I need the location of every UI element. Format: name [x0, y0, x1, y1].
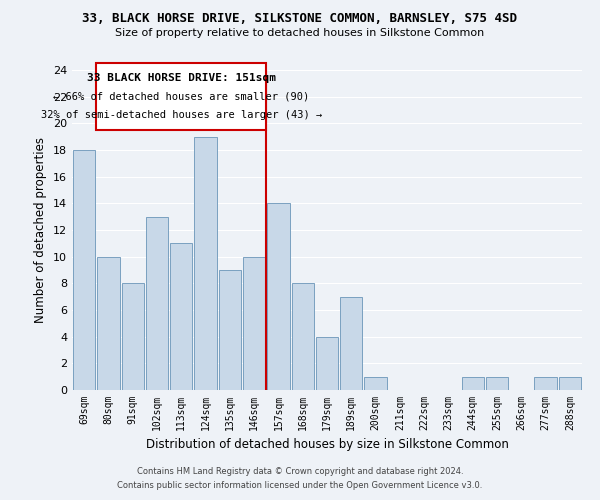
Bar — [243, 256, 265, 390]
Bar — [486, 376, 508, 390]
Bar — [194, 136, 217, 390]
Text: Size of property relative to detached houses in Silkstone Common: Size of property relative to detached ho… — [115, 28, 485, 38]
Text: Contains public sector information licensed under the Open Government Licence v3: Contains public sector information licen… — [118, 481, 482, 490]
X-axis label: Distribution of detached houses by size in Silkstone Common: Distribution of detached houses by size … — [146, 438, 508, 452]
Bar — [218, 270, 241, 390]
Bar — [97, 256, 119, 390]
Bar — [292, 284, 314, 390]
FancyBboxPatch shape — [96, 64, 266, 130]
Bar — [340, 296, 362, 390]
Text: ← 66% of detached houses are smaller (90): ← 66% of detached houses are smaller (90… — [53, 92, 310, 102]
Text: 33 BLACK HORSE DRIVE: 151sqm: 33 BLACK HORSE DRIVE: 151sqm — [87, 73, 276, 83]
Bar — [146, 216, 168, 390]
Bar — [559, 376, 581, 390]
Bar — [316, 336, 338, 390]
Text: Contains HM Land Registry data © Crown copyright and database right 2024.: Contains HM Land Registry data © Crown c… — [137, 467, 463, 476]
Bar — [170, 244, 193, 390]
Y-axis label: Number of detached properties: Number of detached properties — [34, 137, 47, 323]
Bar — [73, 150, 95, 390]
Bar — [461, 376, 484, 390]
Bar — [535, 376, 557, 390]
Bar — [122, 284, 144, 390]
Text: 32% of semi-detached houses are larger (43) →: 32% of semi-detached houses are larger (… — [41, 110, 322, 120]
Bar — [267, 204, 290, 390]
Bar — [364, 376, 387, 390]
Text: 33, BLACK HORSE DRIVE, SILKSTONE COMMON, BARNSLEY, S75 4SD: 33, BLACK HORSE DRIVE, SILKSTONE COMMON,… — [83, 12, 517, 26]
